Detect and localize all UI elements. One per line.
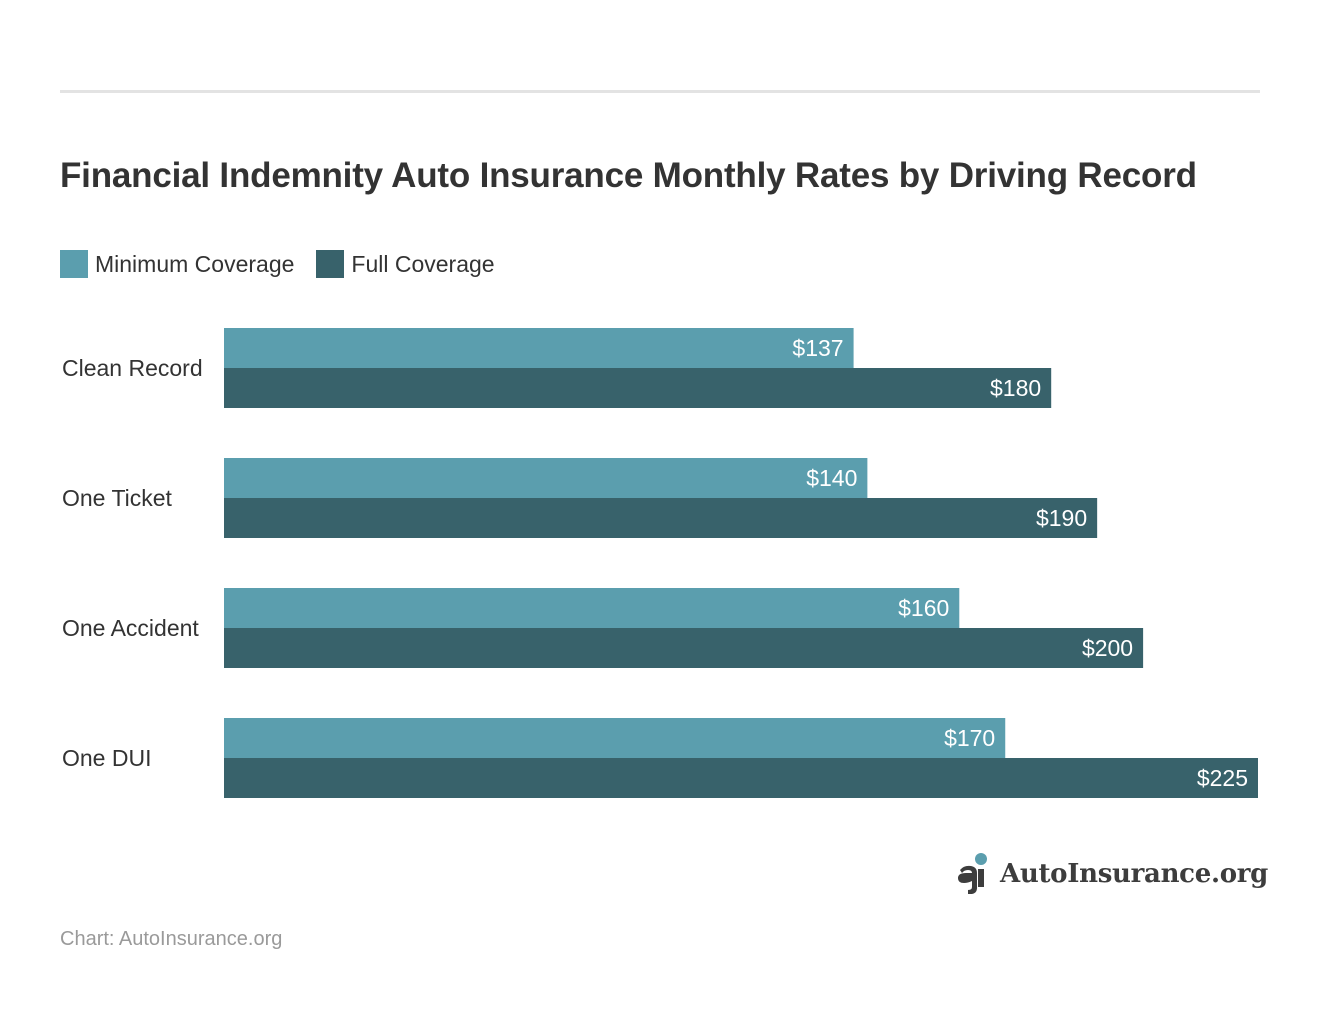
data-label-one-dui-full-coverage: $225 <box>1197 765 1248 791</box>
data-label-clean-record-full-coverage: $180 <box>990 375 1041 401</box>
category-label-clean-record: Clean Record <box>62 355 203 381</box>
category-label-one-dui: One DUI <box>62 745 151 771</box>
chart-title: Financial Indemnity Auto Insurance Month… <box>60 156 1197 195</box>
data-label-one-accident-minimum-coverage: $160 <box>898 595 949 621</box>
legend-label-full-coverage: Full Coverage <box>351 250 495 277</box>
legend-swatch-minimum-coverage <box>60 250 88 278</box>
bar-one-dui-minimum-coverage <box>224 718 1006 758</box>
bar-one-ticket-minimum-coverage <box>224 458 868 498</box>
chart-source: Chart: AutoInsurance.org <box>60 928 283 950</box>
data-label-one-accident-full-coverage: $200 <box>1082 635 1133 661</box>
bar-one-dui-full-coverage <box>224 758 1258 798</box>
legend-item-minimum-coverage: Minimum Coverage <box>60 250 294 278</box>
data-label-one-dui-minimum-coverage: $170 <box>944 725 995 751</box>
data-label-one-ticket-minimum-coverage: $140 <box>806 465 857 491</box>
category-label-one-accident: One Accident <box>62 615 199 641</box>
chart-legend: Minimum Coverage Full Coverage <box>60 250 517 278</box>
data-label-one-ticket-full-coverage: $190 <box>1036 505 1087 531</box>
bar-one-ticket-full-coverage <box>224 498 1098 538</box>
legend-label-minimum-coverage: Minimum Coverage <box>95 250 295 277</box>
bar-clean-record-minimum-coverage <box>224 328 854 368</box>
legend-item-full-coverage: Full Coverage <box>316 250 495 278</box>
bar-clean-record-full-coverage <box>224 368 1052 408</box>
bar-one-accident-minimum-coverage <box>224 588 960 628</box>
brand-name: AutoInsurance.org <box>1000 859 1269 889</box>
brand-logo: AutoInsurance.org <box>952 852 1268 896</box>
category-label-one-ticket: One Ticket <box>62 485 173 511</box>
data-label-clean-record-minimum-coverage: $137 <box>792 335 843 361</box>
bar-one-accident-full-coverage <box>224 628 1144 668</box>
top-divider <box>60 90 1260 93</box>
legend-swatch-full-coverage <box>316 250 345 278</box>
autoinsurance-logo-icon <box>958 853 987 894</box>
